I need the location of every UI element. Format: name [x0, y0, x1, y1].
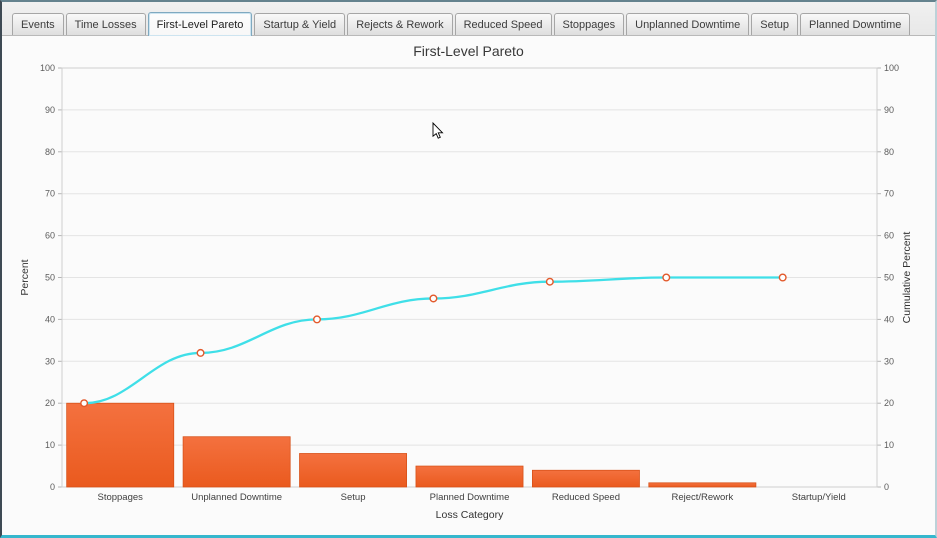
y-tick-left: 50	[45, 273, 55, 283]
y-tick-right: 30	[884, 356, 894, 366]
bar-reduced-speed	[531, 469, 640, 488]
bar-planned-downtime	[415, 465, 524, 488]
x-label-setup: Setup	[341, 492, 366, 503]
bar-reject-rework	[648, 482, 757, 488]
tab-stoppages[interactable]: Stoppages	[553, 13, 625, 35]
marker-unplanned-downtime	[196, 348, 205, 357]
y-tick-right: 90	[884, 105, 894, 115]
x-label-reduced-speed: Reduced Speed	[552, 492, 620, 503]
y-axis-title-right: Cumulative Percent	[901, 232, 913, 324]
cumulative-markers	[80, 273, 787, 408]
y-tick-left: 80	[45, 147, 55, 157]
x-label-reject-rework: Reject/Rework	[671, 492, 733, 503]
y-tick-right: 60	[884, 231, 894, 241]
y-tick-right: 40	[884, 314, 894, 324]
x-label-stoppages: Stoppages	[97, 492, 143, 503]
bar-setup	[299, 453, 408, 488]
x-axis-labels: Stoppages Unplanned Downtime Setup Planned …	[97, 492, 845, 503]
tab-rejects-rework[interactable]: Rejects & Rework	[347, 13, 453, 35]
y-tick-left: 10	[45, 440, 55, 450]
tab-time-losses[interactable]: Time Losses	[65, 13, 146, 35]
marker-startup-yield	[778, 273, 787, 282]
tab-unplanned-downtime[interactable]: Unplanned Downtime	[626, 13, 750, 35]
y-tick-right: 20	[884, 398, 894, 408]
bar-series-percent	[66, 402, 757, 488]
tab-bar: Events Time Losses First-Level Pareto Start…	[2, 2, 935, 36]
y-tick-left: 20	[45, 398, 55, 408]
x-axis-title: Loss Category	[436, 509, 504, 521]
y-tick-left: 100	[40, 63, 55, 73]
y-tick-left: 40	[45, 314, 55, 324]
tab-startup-yield[interactable]: Startup & Yield	[254, 13, 346, 35]
y-tick-right: 80	[884, 147, 894, 157]
marker-setup	[312, 315, 321, 324]
tab-events[interactable]: Events	[12, 13, 64, 35]
x-label-unplanned-downtime: Unplanned Downtime	[191, 492, 282, 503]
x-label-startup-yield: Startup/Yield	[792, 492, 846, 503]
marker-stoppages	[80, 399, 89, 408]
chart-title: First-Level Pareto	[413, 43, 524, 59]
tab-reduced-speed[interactable]: Reduced Speed	[454, 13, 552, 35]
y-axis-title-left: Percent	[19, 259, 31, 295]
tab-setup[interactable]: Setup	[751, 13, 799, 35]
y-tick-left: 30	[45, 356, 55, 366]
marker-reduced-speed	[545, 277, 554, 286]
tab-planned-downtime[interactable]: Planned Downtime	[800, 13, 911, 35]
y-tick-right: 100	[884, 63, 899, 73]
y-tick-right: 0	[884, 482, 889, 492]
y-tick-left: 90	[45, 105, 55, 115]
y-tick-right: 50	[884, 273, 894, 283]
marker-planned-downtime	[429, 294, 438, 303]
x-label-planned-downtime: Planned Downtime	[430, 492, 510, 503]
y-tick-right: 70	[884, 189, 894, 199]
y-tick-right: 10	[884, 440, 894, 450]
marker-reject-rework	[662, 273, 671, 282]
y-tick-left: 70	[45, 189, 55, 199]
y-tick-left: 0	[50, 482, 55, 492]
tab-content-first-level-pareto: First-Level Pareto 0 0 10 10 20 20 30 30 40 40 50 5…	[2, 36, 935, 535]
pareto-chart: 0 0 10 10 20 20 30 30 40 40 50 50 60 60 70 70 80 80 90 90 10…	[19, 63, 913, 521]
y-tick-left: 60	[45, 231, 55, 241]
bar-unplanned-downtime	[182, 436, 291, 488]
tab-first-level-pareto[interactable]: First-Level Pareto	[147, 12, 253, 36]
bar-stoppages	[66, 402, 175, 488]
mouse-cursor	[432, 121, 444, 139]
